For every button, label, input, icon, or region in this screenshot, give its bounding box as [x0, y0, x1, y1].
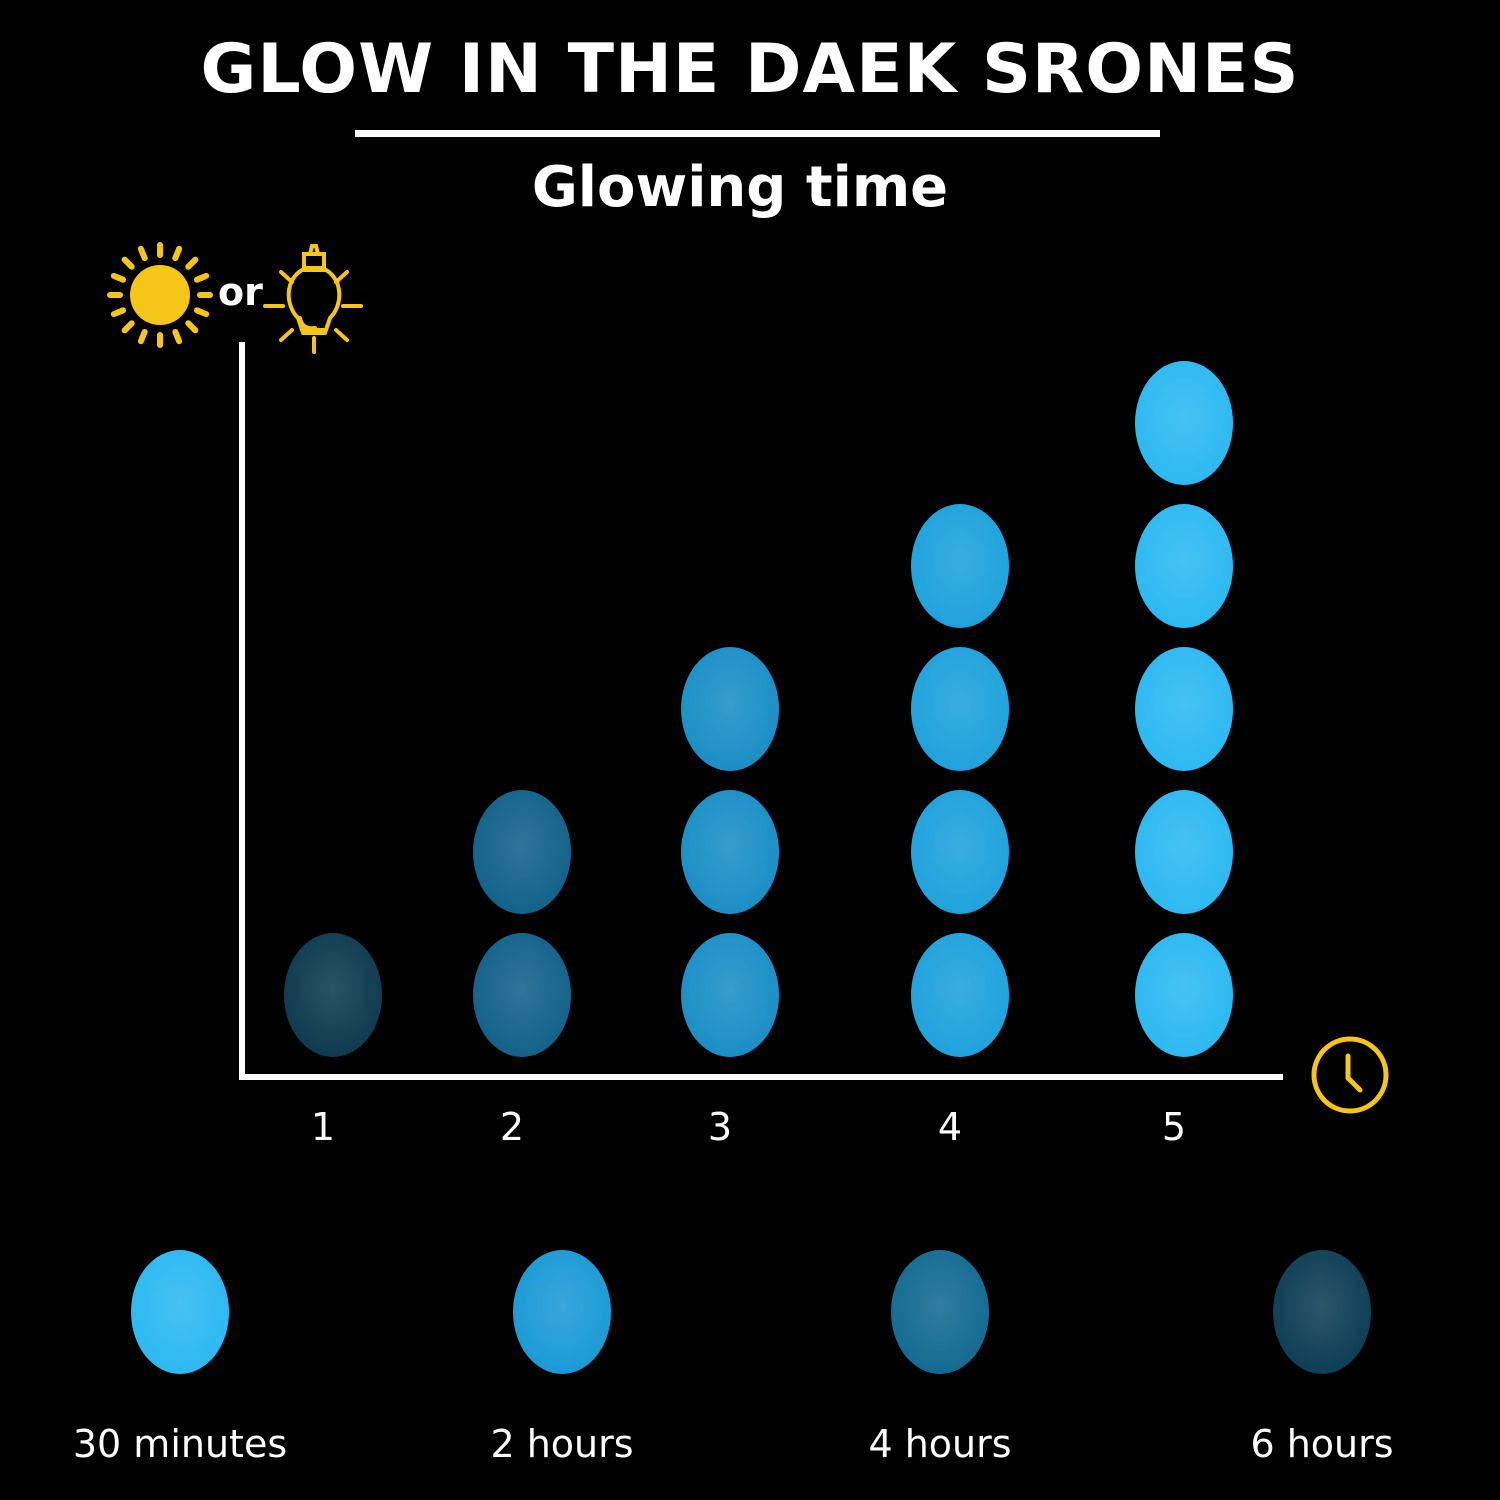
glow-stone-highlight: [911, 647, 1009, 771]
legend-label: 4 hours: [868, 1422, 1012, 1466]
legend-stone-highlight: [131, 1250, 229, 1374]
glow-stone-highlight: [1135, 647, 1233, 771]
glow-stone-highlight: [1135, 504, 1233, 628]
sun-icon: [107, 242, 213, 348]
glow-stone-highlight: [473, 790, 571, 914]
glow-stone-highlight: [1135, 790, 1233, 914]
legend-label: 6 hours: [1250, 1422, 1394, 1466]
x-tick-label: 5: [1161, 1105, 1187, 1149]
or-text: or: [218, 270, 263, 314]
glow-stone-highlight: [1135, 361, 1233, 485]
glow-stone-highlight: [473, 933, 571, 1057]
legend-label: 2 hours: [490, 1422, 634, 1466]
glow-stone-highlight: [1135, 933, 1233, 1057]
clock-icon: [1311, 1036, 1389, 1114]
glow-stone-highlight: [911, 790, 1009, 914]
x-tick-label: 1: [310, 1105, 336, 1149]
legend-stone-highlight: [513, 1250, 611, 1374]
light-bulb-icon: [263, 244, 363, 354]
glow-stone-highlight: [284, 933, 382, 1057]
chart-subtitle: Glowing time: [531, 155, 949, 220]
page-title: GLOW IN THE DAEK SRONES: [200, 30, 1300, 109]
glow-stone-highlight: [911, 933, 1009, 1057]
x-tick-label: 3: [707, 1105, 733, 1149]
glow-stone-highlight: [681, 790, 779, 914]
glow-stone-highlight: [681, 933, 779, 1057]
legend-stone-highlight: [891, 1250, 989, 1374]
glow-stone-highlight: [681, 647, 779, 771]
legend-stone-highlight: [1273, 1250, 1371, 1374]
glow-stone-highlight: [911, 504, 1009, 628]
title-divider: [355, 130, 1160, 137]
x-tick-label: 2: [499, 1105, 525, 1149]
x-tick-label: 4: [937, 1105, 963, 1149]
legend-label: 30 minutes: [72, 1422, 288, 1466]
